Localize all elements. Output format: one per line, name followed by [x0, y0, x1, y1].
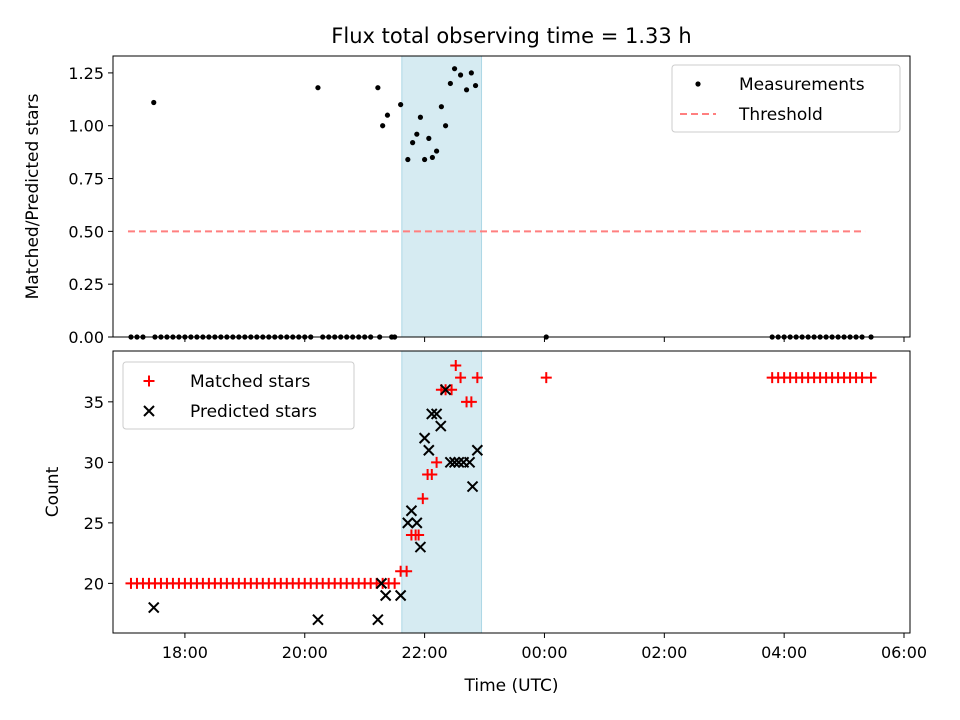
- legend-box: [122, 361, 355, 430]
- matched-stars-point: [413, 529, 425, 541]
- measurement-point: [417, 114, 424, 120]
- x-tick-label: 20:00: [282, 643, 328, 662]
- predicted-stars-point: [426, 408, 438, 420]
- measurement-point: [457, 72, 464, 78]
- predicted-stars-point: [375, 577, 388, 590]
- x-tick-label: 00:00: [521, 643, 567, 662]
- y-tick-label: 35: [84, 393, 104, 412]
- count-plot-marks: [125, 360, 877, 626]
- count-axis-ticks: 20 25 30 35 18:00 20:00 22:00 00:00 02:00 04:00 06…: [84, 393, 927, 662]
- y-tick-label: 0.75: [68, 170, 104, 189]
- matched-stars-point: [455, 372, 467, 384]
- measurement-point: [375, 85, 381, 91]
- legend-measurements-swatch: [695, 81, 701, 87]
- predicted-stars-point: [471, 444, 484, 456]
- measurement-point: [398, 101, 404, 108]
- y-tick-label: 0.00: [68, 328, 104, 347]
- legend-predicted-stars-swatch: [143, 405, 155, 417]
- predicted-stars-point: [411, 517, 423, 529]
- matched-stars-point: [431, 456, 443, 468]
- matched-stars-point: [401, 565, 413, 577]
- x-tick-label: 02:00: [641, 643, 687, 662]
- measurement-point: [151, 99, 157, 106]
- y-tick-label: 1.25: [68, 64, 104, 83]
- y-tick-label: 0.25: [68, 275, 104, 294]
- ratio-axis-ticks: 0.00 0.25 0.50 0.75 1.00 1.25: [68, 64, 905, 347]
- y-tick-label: 30: [84, 453, 104, 472]
- count-legend: Matched stars Predicted stars: [122, 361, 355, 430]
- ratio-axes-frame: [112, 55, 911, 338]
- matched-stars-point: [471, 372, 483, 384]
- measurement-point: [405, 156, 411, 163]
- measurement-point: [414, 131, 420, 137]
- predicted-stars-point: [435, 420, 447, 432]
- ratio-legend: Measurements Threshold: [671, 64, 901, 133]
- predicted-stars-point: [312, 613, 324, 626]
- predicted-stars-point: [466, 480, 479, 493]
- x-axis-label: Time (UTC): [464, 676, 559, 696]
- measurement-point: [315, 85, 321, 91]
- matched-stars-point: [426, 468, 438, 480]
- predicted-stars-point: [430, 408, 443, 420]
- y-tick-label: 20: [84, 574, 104, 593]
- matched-stars-point: [540, 372, 552, 384]
- y-tick-label: 0.50: [68, 222, 104, 241]
- measurement-point: [429, 154, 435, 161]
- measurement-point: [410, 140, 416, 146]
- ratio-panel: 0.00 0.25 0.50 0.75 1.00 1.25 Matched/Predict…: [23, 55, 911, 347]
- x-tick-label: 06:00: [881, 643, 927, 662]
- predicted-stars-point: [379, 589, 392, 602]
- legend-label: Predicted stars: [190, 402, 317, 422]
- matched-stars-point: [465, 396, 477, 408]
- measurement-point: [451, 66, 458, 72]
- measurement-point: [384, 112, 391, 118]
- predicted-stars-point: [444, 456, 457, 469]
- measurement-point: [447, 80, 453, 87]
- predicted-stars-point: [372, 613, 384, 626]
- matched-stars-point: [446, 384, 458, 396]
- predicted-stars-point: [405, 505, 418, 517]
- x-tick-label: 22:00: [402, 643, 448, 662]
- count-panel: 20 25 30 35 18:00 20:00 22:00 00:00 02:00 04:00 06…: [43, 350, 927, 662]
- legend-box: [671, 64, 901, 133]
- legend-matched-stars-swatch: [143, 375, 155, 387]
- predicted-stars-point: [394, 589, 407, 602]
- count-y-axis-label: Count: [43, 466, 63, 517]
- measurement-point: [422, 156, 428, 163]
- matched-stars-point: [450, 360, 462, 372]
- predicted-stars-point: [448, 456, 461, 469]
- ratio-y-axis-label: Matched/Predicted stars: [23, 93, 43, 299]
- matched-stars-point: [389, 577, 401, 589]
- predicted-stars-point: [402, 517, 414, 529]
- predicted-stars-point: [418, 432, 431, 444]
- y-tick-label: 1.00: [68, 117, 104, 136]
- measurement-point: [380, 123, 386, 129]
- measurement-point: [426, 135, 432, 141]
- count-axes-frame: [112, 350, 911, 634]
- measurement-point: [468, 70, 474, 76]
- predicted-stars-point: [463, 456, 476, 469]
- y-tick-label: 25: [84, 514, 104, 533]
- observing-window-band: [401, 55, 483, 338]
- x-tick-label: 18:00: [162, 643, 208, 662]
- measurement-point: [472, 82, 479, 89]
- measurement-point: [433, 148, 440, 154]
- chart-title: Flux total observing time = 1.33 h: [331, 24, 691, 48]
- measurement-point: [442, 123, 449, 129]
- legend-label: Measurements: [739, 75, 865, 95]
- measurement-point: [463, 87, 470, 93]
- matched-stars-point: [865, 372, 877, 384]
- matched-stars-point: [417, 493, 429, 505]
- legend-label: Matched stars: [190, 372, 310, 392]
- x-tick-label: 04:00: [761, 643, 807, 662]
- predicted-stars-point: [414, 541, 427, 553]
- legend-label: Threshold: [738, 105, 823, 125]
- predicted-stars-point: [148, 601, 160, 614]
- predicted-stars-point: [453, 456, 465, 469]
- measurement-point: [438, 104, 444, 110]
- ratio-plot-marks: [127, 66, 874, 340]
- predicted-stars-point: [439, 384, 452, 396]
- predicted-stars-point: [423, 444, 435, 456]
